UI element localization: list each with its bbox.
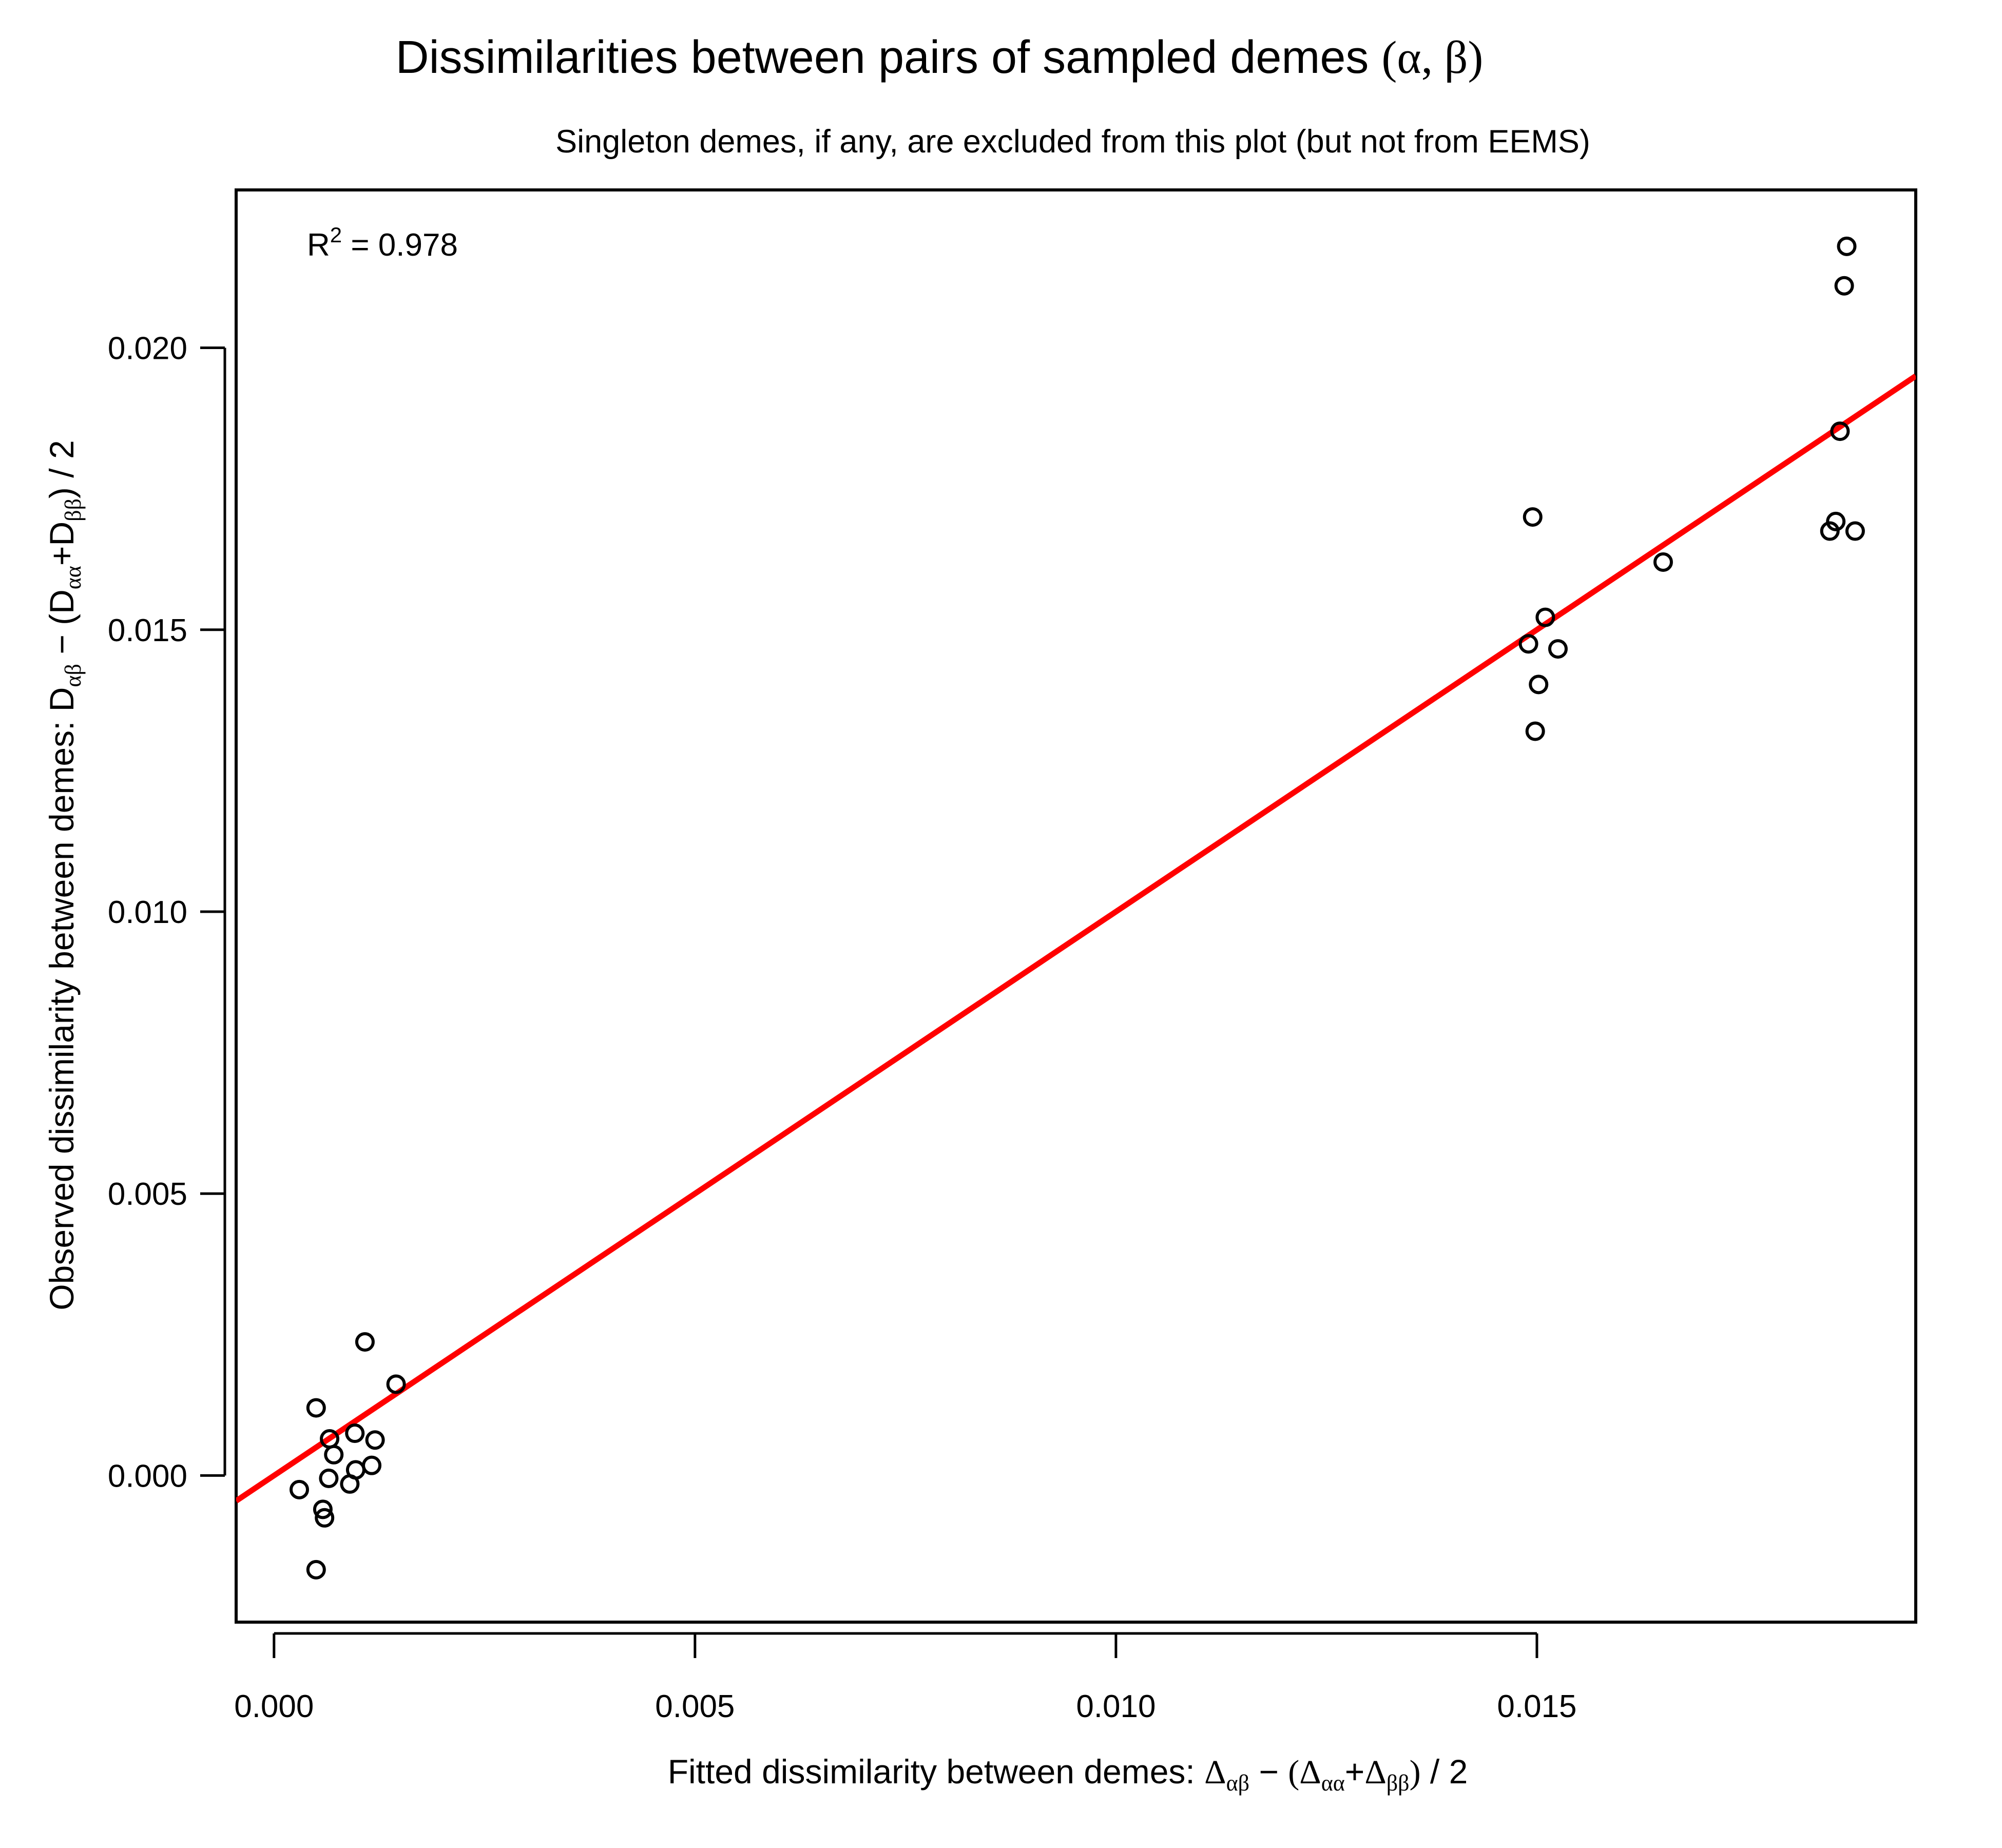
y-tick-label: 0.010 [108, 895, 187, 930]
r2-label: R [307, 227, 330, 263]
data-point [365, 1430, 385, 1450]
x-tick-label: 0.010 [1076, 1689, 1156, 1724]
r2-value: = 0.978 [351, 227, 458, 263]
y-axis: 0.000 0.005 0.010 0.015 0.020 [108, 331, 226, 1494]
data-point [313, 1499, 333, 1519]
data-point [306, 1398, 326, 1418]
data-point [315, 1508, 335, 1528]
r2-exponent: 2 [330, 223, 342, 247]
data-point [345, 1423, 365, 1443]
data-point [1826, 511, 1846, 531]
y-tick-label: 0.005 [108, 1177, 187, 1212]
y-axis-label: Observed dissimilarity between demes: Dα… [43, 440, 86, 1310]
data-point [306, 1560, 326, 1580]
data-point [355, 1332, 375, 1352]
data-point [362, 1455, 382, 1475]
y-tick-label: 0.015 [108, 613, 187, 648]
fit-line-group [236, 373, 1916, 1504]
data-point [1837, 236, 1857, 256]
r2-annotation: R2 = 0.978 [307, 223, 458, 263]
data-point [1523, 507, 1543, 527]
data-point [1820, 521, 1840, 541]
data-point [1830, 421, 1850, 441]
data-points [290, 236, 1865, 1580]
data-point [1525, 721, 1545, 741]
data-point [1518, 634, 1538, 654]
x-axis: 0.000 0.005 0.010 0.015 [234, 1632, 1577, 1724]
y-tick-label: 0.000 [108, 1458, 187, 1494]
x-axis-label: Fitted dissimilarity between demes: Δαβ … [668, 1753, 1468, 1796]
chart-subtitle: Singleton demes, if any, are excluded fr… [555, 124, 1590, 160]
data-point [1834, 276, 1854, 296]
y-tick-label: 0.020 [108, 331, 187, 367]
data-point [345, 1460, 365, 1480]
chart-title-alpha: α [1397, 32, 1421, 83]
x-axis-label-text: Fitted dissimilarity between demes: [668, 1753, 1195, 1791]
data-point [290, 1479, 310, 1499]
data-point [319, 1468, 339, 1488]
data-point [1535, 607, 1555, 627]
data-point [386, 1374, 406, 1394]
data-point [1653, 552, 1673, 572]
fit-line [236, 373, 1916, 1504]
x-tick-label: 0.015 [1497, 1689, 1576, 1724]
data-point [1845, 521, 1865, 541]
x-tick-label: 0.000 [234, 1689, 314, 1724]
chart-title-text: Dissimilarities between pairs of sampled… [396, 32, 1382, 83]
chart-title: Dissimilarities between pairs of sampled… [396, 32, 1484, 83]
data-point [324, 1445, 344, 1465]
data-point [1529, 675, 1549, 695]
plot-frame [235, 188, 1917, 1624]
x-tick-label: 0.005 [655, 1689, 735, 1724]
chart-title-beta: β [1445, 32, 1468, 83]
y-axis-label-text: Observed dissimilarity between demes: [43, 721, 81, 1311]
data-point [1548, 639, 1568, 659]
